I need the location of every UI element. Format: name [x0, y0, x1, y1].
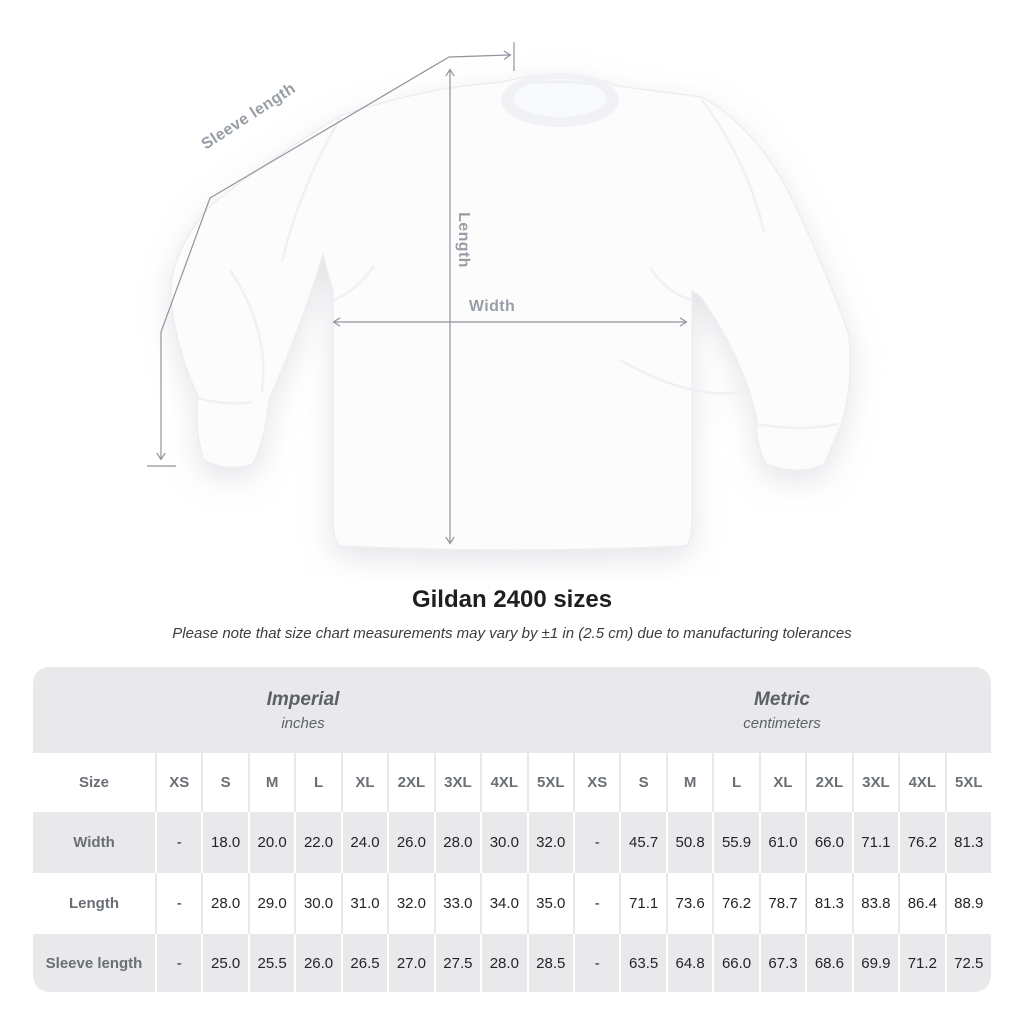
length-label: Length — [455, 212, 472, 268]
size-col-header: 5XL — [944, 753, 991, 812]
cell: 76.2 — [898, 812, 944, 873]
size-column-header: Size — [78, 774, 109, 791]
cell: 26.5 — [340, 934, 387, 992]
cell: 68.6 — [805, 934, 851, 992]
cell: 88.9 — [944, 873, 991, 934]
table-row-sleeve-length: Sleeve length - 25.0 25.5 26.0 26.5 27.0… — [33, 934, 991, 992]
cell: - — [155, 812, 201, 873]
cell: - — [572, 934, 619, 992]
cell: 81.3 — [805, 873, 851, 934]
width-label: Width — [468, 298, 516, 315]
size-col-header: L — [294, 753, 340, 812]
cell: 72.5 — [944, 934, 991, 992]
cell: 81.3 — [944, 812, 991, 873]
size-col-header: XS — [572, 753, 619, 812]
size-col-header: M — [665, 753, 712, 812]
size-chart-page: Sleeve length Length Width Gildan 2400 s… — [33, 42, 991, 992]
row-label: Length — [69, 895, 119, 912]
cell: 28.5 — [526, 934, 573, 992]
cell: 63.5 — [619, 934, 665, 992]
imperial-units-header: Imperial inches — [33, 667, 573, 753]
long-sleeve-shirt-illustration — [147, 42, 852, 551]
size-col-header: XL — [758, 753, 805, 812]
table-row-width: Width - 18.0 20.0 22.0 24.0 26.0 28.0 30… — [33, 812, 991, 873]
tolerance-note: Please note that size chart measurements… — [172, 625, 852, 642]
cell: 25.0 — [201, 934, 247, 992]
imperial-title: Imperial — [266, 688, 340, 710]
size-col-header: 3XL — [433, 753, 480, 812]
units-header-row: Imperial inches Metric centimeters — [33, 667, 991, 753]
measurement-lines — [147, 42, 688, 545]
cell: 32.0 — [387, 873, 433, 934]
size-col-header: XL — [340, 753, 387, 812]
cell: 78.7 — [758, 873, 805, 934]
cell: 71.2 — [898, 934, 944, 992]
cell: 86.4 — [898, 873, 944, 934]
size-col-header: 5XL — [526, 753, 573, 812]
size-col-header: 4XL — [480, 753, 526, 812]
size-col-header: S — [201, 753, 247, 812]
cell: 69.9 — [851, 934, 898, 992]
size-col-header: L — [712, 753, 758, 812]
cell: 26.0 — [294, 934, 340, 992]
metric-title: Metric — [754, 688, 810, 710]
cell: - — [572, 873, 619, 934]
imperial-subtitle: inches — [281, 714, 325, 732]
cell: 32.0 — [526, 812, 573, 873]
cell: 24.0 — [340, 812, 387, 873]
metric-subtitle: centimeters — [743, 714, 821, 732]
cell: 66.0 — [805, 812, 851, 873]
size-col-header: 2XL — [387, 753, 433, 812]
size-header-row: Size XS S M L XL 2XL 3XL 4XL 5XL XS S M … — [33, 753, 991, 812]
row-label: Sleeve length — [45, 954, 143, 972]
size-table: Imperial inches Metric centimeters Size … — [33, 667, 991, 992]
cell: 67.3 — [758, 934, 805, 992]
size-col-header: S — [619, 753, 665, 812]
cell: 55.9 — [712, 812, 758, 873]
cell: 20.0 — [247, 812, 294, 873]
cell: 64.8 — [665, 934, 712, 992]
cell: - — [572, 812, 619, 873]
cell: 30.0 — [294, 873, 340, 934]
cell: 27.5 — [433, 934, 480, 992]
cell: 28.0 — [433, 812, 480, 873]
cell: 61.0 — [758, 812, 805, 873]
cell: 28.0 — [201, 873, 247, 934]
sleeve-length-arrow — [156, 50, 512, 461]
cell: 35.0 — [526, 873, 573, 934]
size-col-header: XS — [155, 753, 201, 812]
size-col-header: 2XL — [805, 753, 851, 812]
cell: 34.0 — [480, 873, 526, 934]
size-col-header: M — [247, 753, 294, 812]
cell: 66.0 — [712, 934, 758, 992]
cell: 33.0 — [433, 873, 480, 934]
cell: 29.0 — [247, 873, 294, 934]
cell: 45.7 — [619, 812, 665, 873]
cell: 25.5 — [247, 934, 294, 992]
cell: 27.0 — [387, 934, 433, 992]
row-label: Width — [73, 834, 115, 851]
cell: - — [155, 934, 201, 992]
size-col-header: 4XL — [898, 753, 944, 812]
cell: 22.0 — [294, 812, 340, 873]
metric-units-header: Metric centimeters — [573, 667, 991, 753]
cell: 71.1 — [619, 873, 665, 934]
size-col-header: 3XL — [851, 753, 898, 812]
table-row-length: Length - 28.0 29.0 30.0 31.0 32.0 33.0 3… — [33, 873, 991, 934]
cell: 71.1 — [851, 812, 898, 873]
cell: 18.0 — [201, 812, 247, 873]
cell: 31.0 — [340, 873, 387, 934]
cell: 26.0 — [387, 812, 433, 873]
cell: 83.8 — [851, 873, 898, 934]
cell: 50.8 — [665, 812, 712, 873]
shirt-measurement-diagram: Sleeve length Length Width — [147, 42, 852, 551]
cell: 76.2 — [712, 873, 758, 934]
cell: 28.0 — [480, 934, 526, 992]
cell: - — [155, 873, 201, 934]
cell: 30.0 — [480, 812, 526, 873]
page-title: Gildan 2400 sizes — [411, 586, 613, 613]
cell: 73.6 — [665, 873, 712, 934]
